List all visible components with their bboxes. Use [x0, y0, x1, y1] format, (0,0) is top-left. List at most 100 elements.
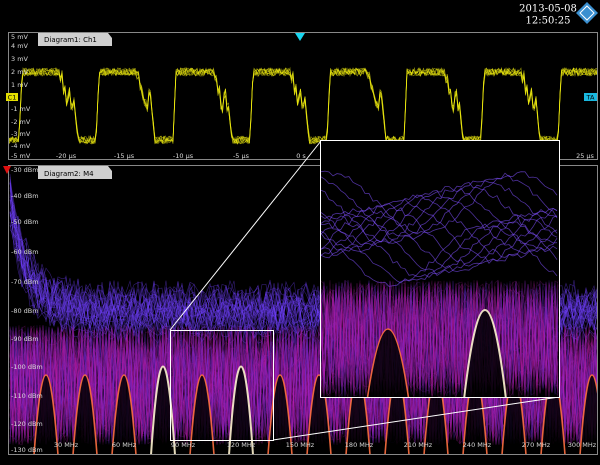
max-trace: [321, 194, 558, 259]
noise-trace: [9, 325, 597, 444]
y-axis-label: -5 mV: [11, 152, 31, 160]
noise-trace: [321, 282, 559, 393]
x-axis-label: 240 MHz: [463, 441, 492, 449]
noise-trace: [321, 281, 559, 397]
lobe: [150, 365, 176, 454]
noise-trace: [321, 280, 559, 397]
noise-trace: [321, 283, 559, 397]
noise-trace: [321, 280, 559, 397]
noise-trace: [321, 280, 559, 394]
noise-trace: [321, 281, 559, 394]
noise-trace: [321, 279, 559, 397]
y-axis-label: -40 dBm: [11, 192, 39, 200]
noise-trace: [9, 325, 597, 445]
y-axis-label: -1 mV: [11, 105, 31, 113]
y-axis-label: -130 dBm: [11, 446, 43, 454]
channel-marker-box[interactable]: [6, 93, 18, 101]
noise-trace: [321, 281, 559, 397]
noise-trace: [321, 280, 559, 397]
max-trace: [321, 210, 558, 276]
diagram2-tab[interactable]: [38, 166, 112, 179]
noise-trace: [321, 280, 559, 394]
noise-trace: [321, 280, 559, 397]
noise-trace: [9, 325, 597, 444]
lobe: [72, 374, 98, 454]
date: 2013-05-08: [519, 4, 577, 15]
noise-trace: [321, 281, 559, 396]
trigger-marker: TA: [586, 94, 595, 102]
x-axis-label: 25 µs: [576, 152, 594, 160]
noise-trace: [9, 327, 597, 445]
noise-trace: [321, 280, 559, 397]
noise-trace: [9, 324, 597, 445]
y-axis-label: 2 mV: [11, 68, 29, 76]
x-axis-label: 300 MHz: [568, 441, 597, 449]
x-axis-label: 210 MHz: [404, 441, 433, 449]
y-axis-label: -100 dBm: [11, 363, 43, 371]
channel-marker: C1: [8, 94, 17, 102]
y-axis-label: 4 mV: [11, 42, 29, 50]
trace: [9, 66, 597, 145]
y-axis-label: 5 mV: [11, 33, 29, 41]
noise-trace: [321, 282, 559, 397]
lobe: [306, 374, 332, 454]
x-axis-label: 150 MHz: [286, 441, 315, 449]
noise-trace: [9, 325, 597, 445]
noise-trace: [321, 281, 559, 397]
y-axis-label: -110 dBm: [11, 392, 43, 400]
noise-trace: [321, 279, 559, 397]
noise-trace: [9, 329, 597, 445]
noise-trace: [321, 280, 559, 396]
diagram1-title: Diagram1: Ch1: [44, 36, 97, 44]
y-axis-label: -70 dBm: [11, 278, 39, 286]
y-axis-label: -50 dBm: [11, 218, 39, 226]
x-axis-label: -20 µs: [56, 152, 77, 160]
x-axis-label: 60 MHz: [112, 441, 137, 449]
zoom-spectrogram: [321, 170, 559, 397]
waveform: [9, 66, 597, 146]
noise-trace: [321, 279, 559, 397]
lobe-gap: [580, 375, 597, 454]
x-axis-label: 270 MHz: [522, 441, 551, 449]
noise-trace: [321, 281, 559, 395]
diagram1-tab[interactable]: [38, 33, 112, 46]
noise-trace: [9, 325, 597, 445]
noise-trace: [9, 325, 597, 446]
trace: [9, 67, 597, 145]
noise-trace: [321, 280, 559, 397]
noise-trace: [321, 281, 559, 397]
noise-trace: [9, 326, 597, 445]
lobe: [463, 309, 507, 397]
trigger-position[interactable]: [295, 33, 305, 41]
max-trace: [321, 198, 558, 264]
noise-trace: [321, 280, 559, 397]
noise-trace: [321, 280, 559, 397]
noise-trace: [321, 282, 559, 397]
noise-trace: [321, 284, 559, 397]
noise-trace: [321, 280, 559, 396]
noise-trace: [321, 280, 559, 394]
noise-trace: [321, 280, 559, 396]
noise-trace: [321, 280, 559, 397]
zoom-connector: [169, 140, 322, 331]
lobe: [189, 374, 215, 454]
noise-trace: [321, 280, 559, 397]
max-trace: [321, 223, 558, 287]
zoom-area[interactable]: [170, 330, 274, 441]
trigger-marker-box[interactable]: [584, 93, 597, 101]
noise-trace: [321, 280, 559, 397]
noise-trace: [321, 281, 559, 396]
y-axis-label: -120 dBm: [11, 420, 43, 428]
noise-trace: [321, 281, 559, 397]
max-trace: [321, 189, 558, 256]
noise-trace: [9, 325, 597, 445]
lobe: [228, 365, 254, 454]
noise-trace: [321, 283, 559, 397]
y-axis-label: -2 mV: [11, 118, 31, 126]
noise-trace: [321, 284, 559, 397]
noise-trace: [321, 280, 559, 397]
noise-trace: [9, 325, 597, 446]
noise-trace: [321, 280, 559, 397]
y-axis-label: -90 dBm: [11, 335, 39, 343]
